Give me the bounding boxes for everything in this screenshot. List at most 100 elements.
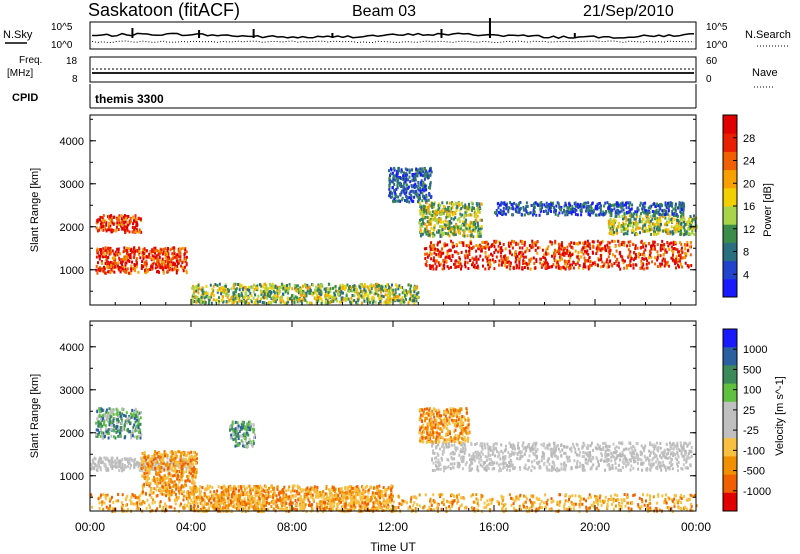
heatmap-cell <box>611 225 614 229</box>
heatmap-cell <box>670 241 673 245</box>
heatmap-cell <box>476 234 479 238</box>
heatmap-cell <box>126 250 129 254</box>
heatmap-cell <box>263 293 266 297</box>
heatmap-cell <box>455 209 458 213</box>
heatmap-cell <box>312 291 315 295</box>
heatmap-cell <box>138 228 141 232</box>
heatmap-cell <box>432 259 435 262</box>
heatmap-cell <box>311 293 314 297</box>
noise-left-tick-bottom: 10^0 <box>51 40 73 51</box>
heatmap-cell <box>579 208 582 212</box>
heatmap-cell <box>177 268 180 272</box>
heatmap-cell <box>472 235 475 239</box>
heatmap-cell <box>134 267 137 271</box>
heatmap-cell <box>167 247 169 250</box>
heatmap-cell <box>117 247 120 251</box>
heatmap-cell <box>641 220 644 224</box>
heatmap-cell <box>431 210 434 214</box>
heatmap-cell <box>158 249 161 253</box>
heatmap-cell <box>205 284 208 288</box>
heatmap-cell <box>607 262 610 266</box>
heatmap-cell <box>493 251 496 255</box>
heatmap-cell <box>137 230 140 234</box>
heatmap-cell <box>522 262 525 265</box>
heatmap-cell <box>597 264 599 268</box>
heatmap-cell <box>273 291 276 295</box>
heatmap-cell <box>450 239 453 243</box>
heatmap-cell <box>276 294 279 298</box>
heatmap-cell <box>118 256 121 260</box>
heatmap-cell <box>277 292 280 295</box>
heatmap-cell <box>415 167 418 171</box>
heatmap-cell <box>350 301 352 305</box>
heatmap-cell <box>660 222 662 226</box>
heatmap-cell <box>170 260 173 263</box>
heatmap-cell <box>153 246 156 250</box>
heatmap-cell <box>144 456 147 460</box>
heatmap-cell <box>458 259 461 263</box>
heatmap-cell <box>652 214 655 218</box>
heatmap-cell <box>256 284 259 288</box>
heatmap-cell <box>533 212 535 216</box>
heatmap-cell <box>403 289 406 293</box>
heatmap-cell <box>104 254 107 258</box>
heatmap-cell <box>110 456 113 460</box>
heatmap-cell <box>598 247 601 251</box>
heatmap-cell <box>300 291 303 294</box>
heatmap-cell <box>129 253 132 256</box>
heatmap-cell <box>518 246 521 250</box>
heatmap-cell <box>673 260 676 264</box>
heatmap-cell <box>111 269 114 273</box>
heatmap-cell <box>286 296 289 300</box>
heatmap-cell <box>123 258 126 262</box>
heatmap-cell <box>532 256 535 260</box>
heatmap-cell <box>151 248 154 252</box>
heatmap-cell <box>409 287 412 291</box>
heatmap-cell <box>600 265 603 269</box>
heatmap-cell <box>532 208 535 212</box>
heatmap-cell <box>176 484 179 488</box>
heatmap-cell <box>96 220 99 224</box>
heatmap-cell <box>458 231 461 235</box>
heatmap-cell <box>310 301 313 305</box>
heatmap-cell <box>578 264 581 267</box>
heatmap-cell <box>563 247 566 251</box>
heatmap-cell <box>448 234 451 238</box>
heatmap-cell <box>133 228 136 232</box>
heatmap-cell <box>476 208 479 212</box>
heatmap-cell <box>138 462 141 465</box>
heatmap-cell <box>454 212 457 216</box>
heatmap-cell <box>644 210 647 213</box>
heatmap-cell <box>469 249 472 253</box>
heatmap-cell <box>174 263 176 267</box>
heatmap-cell <box>676 229 679 233</box>
heatmap-cell <box>156 249 159 253</box>
heatmap-cell <box>316 297 319 301</box>
heatmap-cell <box>130 264 133 268</box>
heatmap-cell <box>181 266 184 270</box>
heatmap-cell <box>404 180 407 184</box>
noise-right-tick-top: 10^5 <box>706 22 728 33</box>
heatmap-cell <box>594 207 597 211</box>
heatmap-cell <box>128 462 130 466</box>
heatmap-cell <box>116 221 119 225</box>
heatmap-cell <box>131 434 134 438</box>
heatmap-cell <box>401 184 404 188</box>
heatmap-cell <box>636 222 639 226</box>
heatmap-cell <box>408 196 411 200</box>
heatmap-cell <box>172 263 175 267</box>
heatmap-cell <box>116 411 119 415</box>
heatmap-cell <box>634 210 637 214</box>
heatmap-cell <box>337 289 340 293</box>
heatmap-cell <box>643 205 646 209</box>
heatmap-cell <box>594 263 597 267</box>
heatmap-cell <box>475 258 478 262</box>
heatmap-cell <box>183 485 186 489</box>
heatmap-cell <box>657 253 660 257</box>
heatmap-cell <box>394 199 397 203</box>
heatmap-cell <box>399 199 402 203</box>
heatmap-cell <box>196 457 198 461</box>
heatmap-cell <box>426 229 429 233</box>
heatmap-cell <box>166 462 169 466</box>
heatmap-cell <box>421 168 424 172</box>
